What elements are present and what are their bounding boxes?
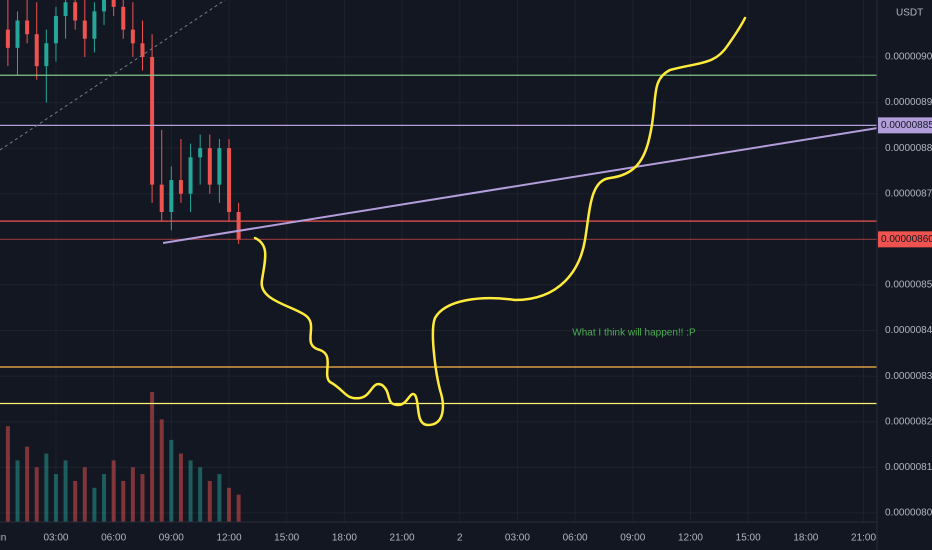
- volume-bar: [5, 426, 10, 522]
- volume-bar: [130, 467, 135, 522]
- candle-body: [34, 34, 39, 67]
- candle-body: [121, 6, 126, 30]
- x-tick-label: 21:00: [851, 533, 876, 544]
- candle-body: [217, 148, 222, 185]
- volume-bar: [25, 446, 30, 522]
- volume-bar: [227, 487, 232, 522]
- volume-bar: [140, 474, 145, 522]
- volume-bar: [159, 419, 164, 522]
- candle-body: [207, 148, 212, 185]
- volume-bar: [63, 460, 68, 522]
- volume-bar: [150, 392, 155, 522]
- x-tick-label: 09:00: [620, 533, 645, 544]
- volume-bar: [92, 487, 97, 522]
- candle-body: [102, 0, 107, 12]
- volume-bar: [44, 453, 49, 522]
- candle-body: [188, 157, 193, 194]
- candle-body: [227, 148, 232, 212]
- volume-bar: [178, 453, 183, 522]
- x-tick-label: 12:00: [678, 533, 703, 544]
- candle-body: [5, 29, 10, 48]
- volume-bar: [53, 474, 58, 522]
- volume-bar: [34, 467, 39, 522]
- annotation: What I think will happen!! :P: [572, 328, 696, 339]
- price-label: 0.00000885: [881, 120, 932, 131]
- x-tick-label: 2: [457, 533, 463, 544]
- x-tick-label: Jun: [0, 533, 6, 544]
- candle-body: [92, 11, 97, 39]
- candle-body: [198, 148, 203, 158]
- volume-bar: [169, 439, 174, 522]
- volume-bar: [82, 467, 87, 522]
- candle-body: [44, 43, 49, 67]
- candle-body: [236, 211, 241, 240]
- volume-bar: [15, 460, 20, 522]
- trend-line: [162, 127, 877, 244]
- x-tick-label: 06:00: [101, 533, 126, 544]
- plot-area: [0, 0, 877, 522]
- candle-body: [169, 180, 174, 212]
- price-label-box: [878, 231, 932, 248]
- candle-body: [63, 2, 68, 16]
- y-tick-label: 0.00000800: [885, 508, 932, 519]
- candle-body: [178, 180, 183, 194]
- candle-body: [111, 0, 116, 7]
- volume-bar: [236, 494, 241, 522]
- candle-body: [25, 20, 30, 35]
- volume-bar: [111, 460, 116, 522]
- volume-bar: [102, 474, 107, 522]
- price-label-box: [878, 117, 932, 134]
- volume-bar: [73, 480, 78, 522]
- x-tick-label: 15:00: [274, 533, 299, 544]
- volume-bar: [121, 480, 126, 522]
- price-label: 0.00000860: [881, 234, 932, 245]
- candle-body: [82, 20, 87, 39]
- volume-bar: [198, 467, 203, 522]
- x-tick-label: 12:00: [216, 533, 241, 544]
- grid: [0, 0, 877, 522]
- candle-body: [140, 43, 145, 57]
- x-tick-label: 09:00: [159, 533, 184, 544]
- quote-currency: USDT: [896, 8, 923, 19]
- candle-body: [53, 15, 58, 44]
- volume-bar: [188, 460, 193, 522]
- x-tick-label: 03:00: [43, 533, 68, 544]
- x-tick-label: 18:00: [793, 533, 818, 544]
- candle-body: [159, 184, 164, 212]
- x-tick-label: 06:00: [563, 533, 588, 544]
- candle-body: [130, 29, 135, 44]
- x-tick-label: 21:00: [390, 533, 415, 544]
- freehand-drawing: [253, 16, 747, 427]
- x-tick-label: 18:00: [332, 533, 357, 544]
- volume-bar: [207, 480, 212, 522]
- candle-body: [150, 56, 155, 185]
- candle-body: [15, 20, 20, 48]
- x-tick-label: 15:00: [736, 533, 761, 544]
- x-tick-label: 03:00: [505, 533, 530, 544]
- volume-bar: [217, 474, 222, 522]
- candle-body: [73, 2, 78, 21]
